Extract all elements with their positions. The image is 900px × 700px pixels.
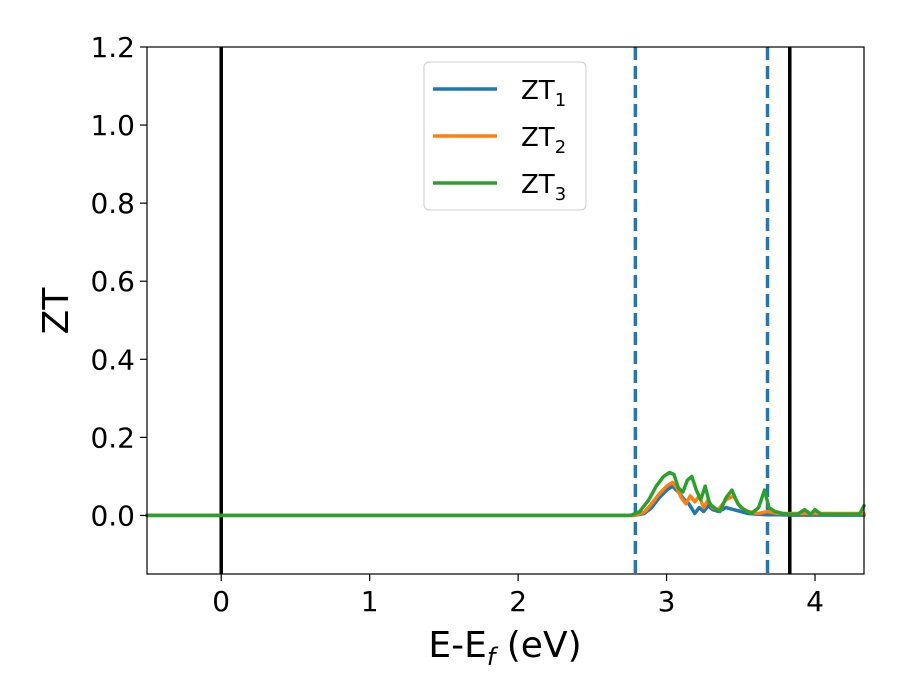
x-axis-ticks: 0 1 2 3 4 — [212, 574, 824, 618]
y-axis-ticks: 0.0 0.2 0.4 0.6 0.8 1.0 1.2 — [90, 31, 147, 532]
legend-label-2: ZT2 — [521, 123, 566, 158]
y-tick-label: 0.6 — [90, 265, 135, 298]
series-line-3 — [145, 470, 866, 518]
y-tick-label: 1.2 — [90, 31, 135, 64]
x-tick-label: 2 — [509, 585, 527, 618]
reference-lines — [219, 47, 792, 574]
y-axis-label: ZT — [36, 287, 77, 335]
x-tick-label: 3 — [658, 585, 676, 618]
legend-label-3: ZT3 — [521, 170, 566, 205]
y-tick-label: 0.4 — [90, 343, 135, 376]
legend-frame — [423, 61, 587, 211]
y-tick-label: 0.8 — [90, 187, 135, 220]
plot-frame — [146, 46, 865, 575]
y-tick-label: 1.0 — [90, 109, 135, 142]
legend-label-1: ZT1 — [521, 76, 566, 111]
x-tick-label: 1 — [361, 585, 379, 618]
x-axis-label: E-Ef (eV) — [428, 625, 581, 671]
y-tick-label: 0.0 — [90, 499, 135, 532]
legend: ZT1 ZT2 ZT3 — [423, 61, 587, 211]
series-lines — [145, 470, 866, 518]
x-tick-label: 4 — [806, 585, 824, 618]
y-tick-label: 0.2 — [90, 421, 135, 454]
x-tick-label: 0 — [212, 585, 230, 618]
